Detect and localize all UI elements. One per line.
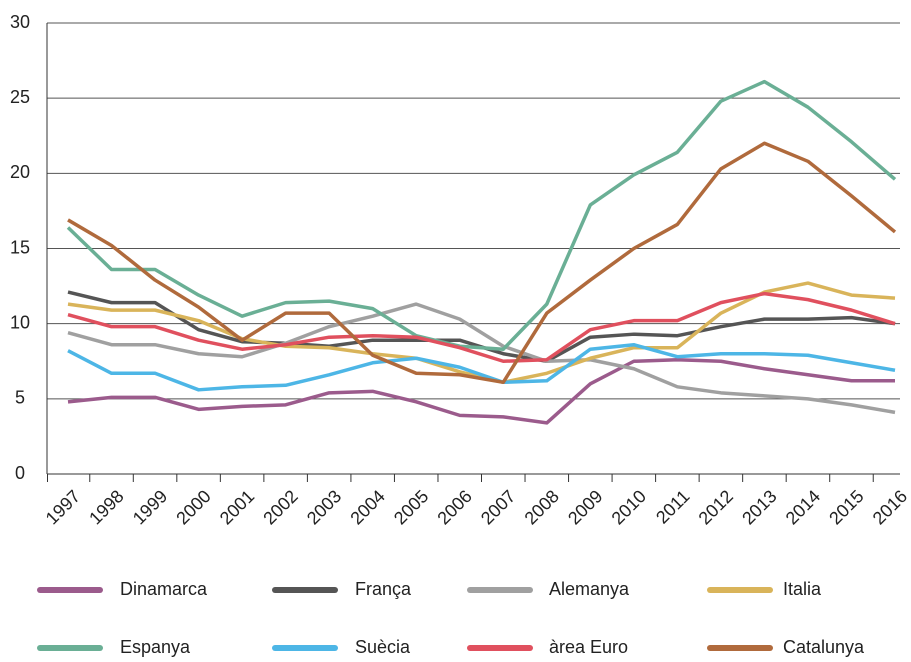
y-tick-label: 30 — [10, 12, 30, 32]
legend-label: França — [355, 579, 412, 599]
x-tick-label: 2015 — [825, 486, 867, 528]
y-tick-label: 20 — [10, 162, 30, 182]
x-tick-label: 2000 — [172, 486, 214, 528]
x-tick-label: 2004 — [346, 486, 388, 528]
legend-label: Dinamarca — [120, 579, 208, 599]
series-line — [66, 79, 897, 351]
series-line — [67, 342, 896, 392]
legend-label: Italia — [783, 579, 822, 599]
x-tick-label: 2007 — [477, 486, 519, 528]
legend-label: Alemanya — [549, 579, 630, 599]
series-line — [67, 291, 896, 363]
x-tick-label: 2010 — [608, 486, 650, 528]
x-tick-label: 1998 — [85, 486, 127, 528]
y-tick-label: 25 — [10, 87, 30, 107]
x-tick-label: 1999 — [129, 486, 171, 528]
x-tick-label: 2003 — [303, 486, 345, 528]
x-tick-label: 1997 — [42, 486, 84, 528]
y-tick-label: 5 — [15, 388, 25, 408]
series-line — [67, 302, 896, 415]
legend-label: àrea Euro — [549, 637, 628, 657]
x-tick-label: 2001 — [216, 486, 258, 528]
x-tick-label: 2014 — [782, 486, 824, 528]
x-tick-label: 2011 — [652, 486, 694, 528]
x-tick-label: 2013 — [738, 486, 780, 528]
x-tick-label: 2009 — [564, 486, 606, 528]
legend-label: Suècia — [355, 637, 411, 657]
series-line — [67, 357, 895, 425]
y-tick-label: 10 — [10, 312, 30, 332]
y-tick-label: 15 — [10, 237, 30, 257]
x-tick-label: 2002 — [259, 486, 301, 528]
legend-label: Catalunya — [783, 637, 865, 657]
x-tick-label: 2008 — [521, 486, 563, 528]
legend-label: Espanya — [120, 637, 191, 657]
x-tick-label: 2016 — [869, 486, 911, 528]
series-line — [67, 141, 897, 385]
x-tick-label: 2006 — [433, 486, 475, 528]
y-tick-label: 0 — [15, 463, 25, 483]
x-tick-label: 2012 — [695, 486, 737, 528]
x-tick-label: 2005 — [390, 486, 432, 528]
